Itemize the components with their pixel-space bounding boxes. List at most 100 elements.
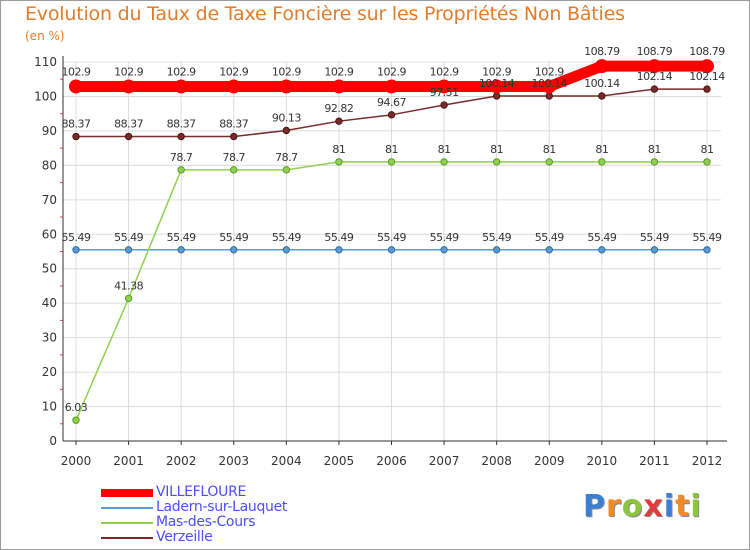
data-point-villefloure — [489, 79, 504, 94]
data-point-mas-des-cours — [335, 158, 343, 166]
data-point-verzeille — [387, 111, 396, 119]
data-label-villefloure: 108.79 — [689, 45, 725, 58]
legend-item-villefloure[interactable]: VILLEFLOURE — [101, 485, 361, 500]
data-label-mas-des-cours: 81 — [332, 143, 345, 156]
data-label-verzeille: 102.14 — [637, 70, 673, 83]
legend-item-verzeille[interactable]: Verzeille — [101, 530, 361, 545]
data-point-ladern-sur-lauquet — [545, 246, 553, 254]
data-label-ladern-sur-lauquet: 55.49 — [377, 231, 406, 244]
data-label-villefloure: 102.9 — [62, 65, 91, 78]
data-label-mas-des-cours: 78.7 — [275, 151, 298, 164]
y-tick-label: 90 — [42, 124, 57, 138]
data-label-villefloure: 102.9 — [324, 65, 353, 78]
x-tick-label: 2006 — [376, 454, 407, 468]
x-tick-label: 2010 — [587, 454, 618, 468]
x-tick-label: 2003 — [218, 454, 249, 468]
data-label-mas-des-cours: 6.03 — [65, 401, 88, 414]
y-unit-label: (en %) — [25, 29, 65, 43]
data-point-villefloure — [121, 79, 136, 94]
data-point-verzeille — [440, 101, 448, 109]
data-point-villefloure — [226, 79, 241, 94]
data-label-verzeille: 88.37 — [167, 118, 196, 131]
data-point-ladern-sur-lauquet — [492, 246, 501, 254]
data-point-villefloure — [174, 79, 189, 94]
y-tick-label: 30 — [42, 331, 57, 345]
data-label-ladern-sur-lauquet: 55.49 — [167, 231, 196, 244]
data-point-mas-des-cours — [177, 166, 185, 174]
data-label-villefloure: 102.9 — [377, 65, 406, 78]
data-label-ladern-sur-lauquet: 55.49 — [482, 231, 511, 244]
data-label-verzeille: 94.67 — [377, 96, 406, 109]
legend-item-mas-des-cours[interactable]: Mas-des-Cours — [101, 515, 361, 530]
data-point-ladern-sur-lauquet — [335, 246, 343, 254]
data-point-mas-des-cours — [124, 294, 133, 303]
data-point-mas-des-cours — [230, 166, 238, 174]
data-label-verzeille: 88.37 — [114, 118, 143, 131]
x-tick-label: 2007 — [429, 454, 460, 468]
data-label-mas-des-cours: 81 — [648, 143, 661, 156]
logo-letter: o — [621, 489, 644, 524]
legend-swatch-icon — [101, 489, 153, 497]
data-point-verzeille — [230, 132, 238, 141]
data-label-villefloure: 102.9 — [430, 65, 459, 78]
data-label-villefloure: 102.9 — [167, 65, 196, 78]
x-tick-label: 2011 — [639, 454, 670, 468]
data-point-ladern-sur-lauquet — [598, 246, 606, 254]
y-tick-label: 100 — [34, 89, 57, 103]
y-tick-label: 0 — [49, 434, 57, 448]
data-point-villefloure — [69, 79, 83, 94]
data-label-mas-des-cours: 81 — [490, 143, 503, 156]
data-point-villefloure — [594, 59, 609, 74]
data-point-verzeille — [124, 132, 133, 141]
legend-item-ladern-sur-lauquet[interactable]: Ladern-sur-Lauquet — [101, 500, 361, 515]
data-label-verzeille: 97.51 — [430, 86, 459, 99]
data-label-ladern-sur-lauquet: 55.49 — [219, 231, 248, 244]
data-label-villefloure: 102.9 — [535, 65, 564, 78]
data-point-verzeille — [177, 132, 185, 141]
logo-letter: x — [643, 489, 664, 524]
x-tick-label: 2008 — [481, 454, 512, 468]
x-tick-label: 2012 — [692, 454, 723, 468]
data-label-ladern-sur-lauquet: 55.49 — [693, 231, 722, 244]
data-label-ladern-sur-lauquet: 55.49 — [535, 231, 564, 244]
data-point-mas-des-cours — [650, 158, 659, 166]
data-label-ladern-sur-lauquet: 55.49 — [62, 231, 91, 244]
data-label-mas-des-cours: 81 — [438, 143, 451, 156]
data-label-villefloure: 102.9 — [219, 65, 248, 78]
y-tick-label: 80 — [42, 158, 57, 172]
data-point-mas-des-cours — [72, 416, 80, 424]
legend-swatch-icon — [101, 537, 153, 539]
data-point-verzeille — [703, 85, 711, 93]
data-label-villefloure: 102.9 — [114, 65, 143, 78]
data-label-verzeille: 100.14 — [584, 77, 620, 90]
data-point-ladern-sur-lauquet — [440, 246, 448, 254]
data-point-villefloure — [331, 79, 346, 94]
data-label-mas-des-cours: 81 — [385, 143, 398, 156]
data-point-verzeille — [492, 92, 501, 100]
y-tick-label: 10 — [42, 400, 57, 414]
data-label-ladern-sur-lauquet: 55.49 — [324, 231, 353, 244]
data-point-verzeille — [545, 92, 553, 100]
data-label-mas-des-cours: 78.7 — [170, 151, 193, 164]
data-point-verzeille — [335, 117, 343, 125]
data-point-ladern-sur-lauquet — [282, 246, 291, 254]
x-tick-label: 2005 — [324, 454, 355, 468]
data-label-ladern-sur-lauquet: 55.49 — [430, 231, 459, 244]
data-point-mas-des-cours — [545, 158, 553, 166]
data-point-ladern-sur-lauquet — [124, 246, 133, 254]
data-point-ladern-sur-lauquet — [72, 246, 80, 254]
data-point-villefloure — [384, 79, 399, 94]
data-label-villefloure: 102.9 — [272, 65, 301, 78]
data-point-ladern-sur-lauquet — [387, 246, 396, 254]
proxiti-logo: Proxiti — [583, 489, 702, 524]
data-point-villefloure — [700, 59, 714, 74]
data-label-verzeille: 88.37 — [62, 118, 91, 131]
logo-letter: i — [690, 489, 702, 524]
data-point-ladern-sur-lauquet — [650, 246, 659, 254]
data-point-villefloure — [647, 59, 662, 74]
data-label-villefloure: 108.79 — [637, 45, 673, 58]
data-point-mas-des-cours — [703, 158, 711, 166]
y-tick-label: 70 — [42, 193, 57, 207]
